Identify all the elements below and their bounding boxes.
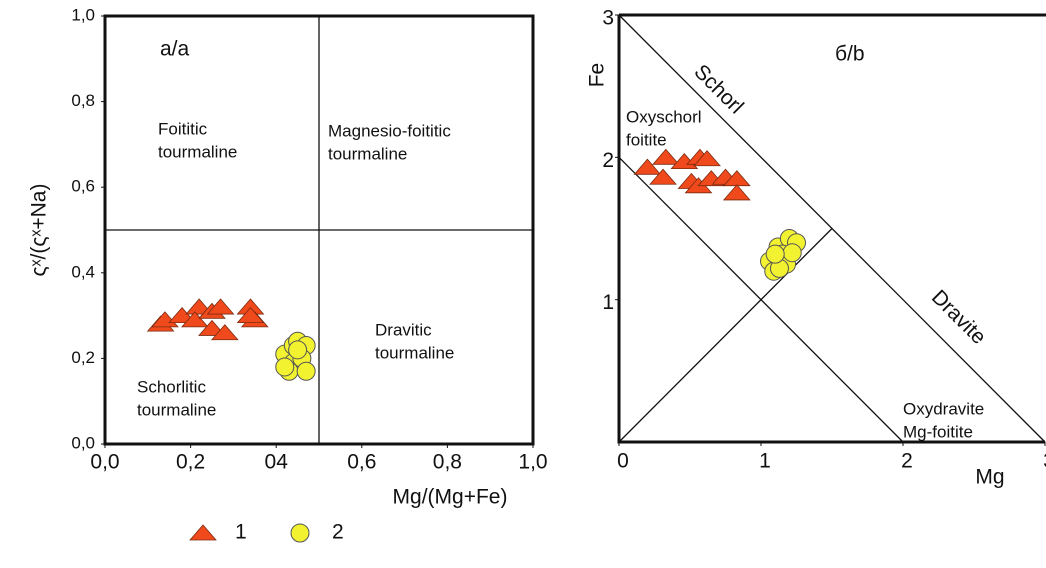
legend-symbol: [290, 523, 310, 543]
circle-point: [782, 243, 802, 263]
field-label: Dravite: [927, 286, 990, 349]
y-tick-label: 3: [602, 7, 614, 30]
triangle-point: [693, 150, 721, 167]
y-tick-label: 0,8: [71, 91, 95, 110]
field-boundary: [618, 228, 833, 443]
panel-title: а/а: [160, 38, 190, 61]
y-tick-label: 0,2: [71, 348, 95, 367]
chart-panel: 0,0 0,2 04 0,6 0,8 1,0 0,0 0,2 0,4 0,6 0,8 1,0 а/а Mg…: [28, 5, 548, 508]
y-tick-label: 1: [602, 291, 614, 314]
legend-label: 1: [235, 521, 247, 544]
x-tick-label: 1,0: [518, 451, 547, 474]
field-label: foitite: [626, 130, 667, 149]
field-label: tourmaline: [328, 144, 407, 163]
x-tick-label: 3: [1043, 450, 1046, 473]
field-label: Dravitic: [375, 320, 432, 339]
legend-symbol: [189, 524, 217, 541]
field-label: Schorlitic: [137, 377, 206, 396]
panel-title: б/b: [835, 43, 865, 66]
circle-point: [765, 244, 785, 264]
triangle-point: [210, 324, 239, 341]
circle-point: [288, 340, 308, 360]
field-label: Oxyschorl: [626, 107, 702, 126]
triangle-point: [722, 184, 751, 201]
triangle-point: [649, 168, 677, 185]
x-axis-label: Mg/(Mg+Fe): [393, 486, 508, 509]
y-tick-label: 0,4: [71, 262, 95, 281]
field-label: tourmaline: [137, 400, 216, 419]
triangle-point: [181, 311, 209, 328]
field-label: Oxydravite: [903, 399, 984, 418]
chart-panel: 0123123б/bMgFeSchorlOxyschorlfoititeDrav…: [586, 7, 1046, 489]
field-label: tourmaline: [375, 343, 454, 362]
x-tick-label: 0,0: [90, 451, 119, 474]
x-tick-label: 0,8: [433, 451, 462, 474]
x-tick-label: 04: [265, 451, 289, 474]
y-tick-label: 1,0: [71, 5, 95, 24]
x-tick-label: 0,6: [347, 451, 376, 474]
field-label: Magnesio-foititic: [328, 121, 451, 140]
field-label: Foititic: [158, 119, 208, 138]
legend-label: 2: [332, 521, 344, 544]
y-tick-label: 0,0: [71, 433, 95, 452]
x-tick-label: 0: [617, 450, 629, 473]
circle-point: [296, 361, 316, 381]
y-axis-label: ςˣ/(ςˣ+Na): [28, 184, 51, 277]
x-axis-label: Mg: [975, 466, 1004, 489]
x-tick-label: 2: [901, 450, 913, 473]
y-tick-label: 2: [602, 149, 614, 172]
x-tick-label: 1: [759, 450, 771, 473]
triangle-point: [651, 148, 680, 165]
triangle-point: [236, 306, 265, 324]
y-tick-label: 0,6: [71, 177, 95, 196]
x-tick-label: 0,2: [176, 451, 205, 474]
triangle-point: [206, 298, 235, 315]
field-label: Mg-foitite: [903, 422, 973, 441]
triangle-point: [633, 158, 662, 175]
circle-point: [275, 357, 295, 377]
field-label: tourmaline: [158, 142, 237, 161]
y-axis-label: Fe: [586, 63, 609, 88]
